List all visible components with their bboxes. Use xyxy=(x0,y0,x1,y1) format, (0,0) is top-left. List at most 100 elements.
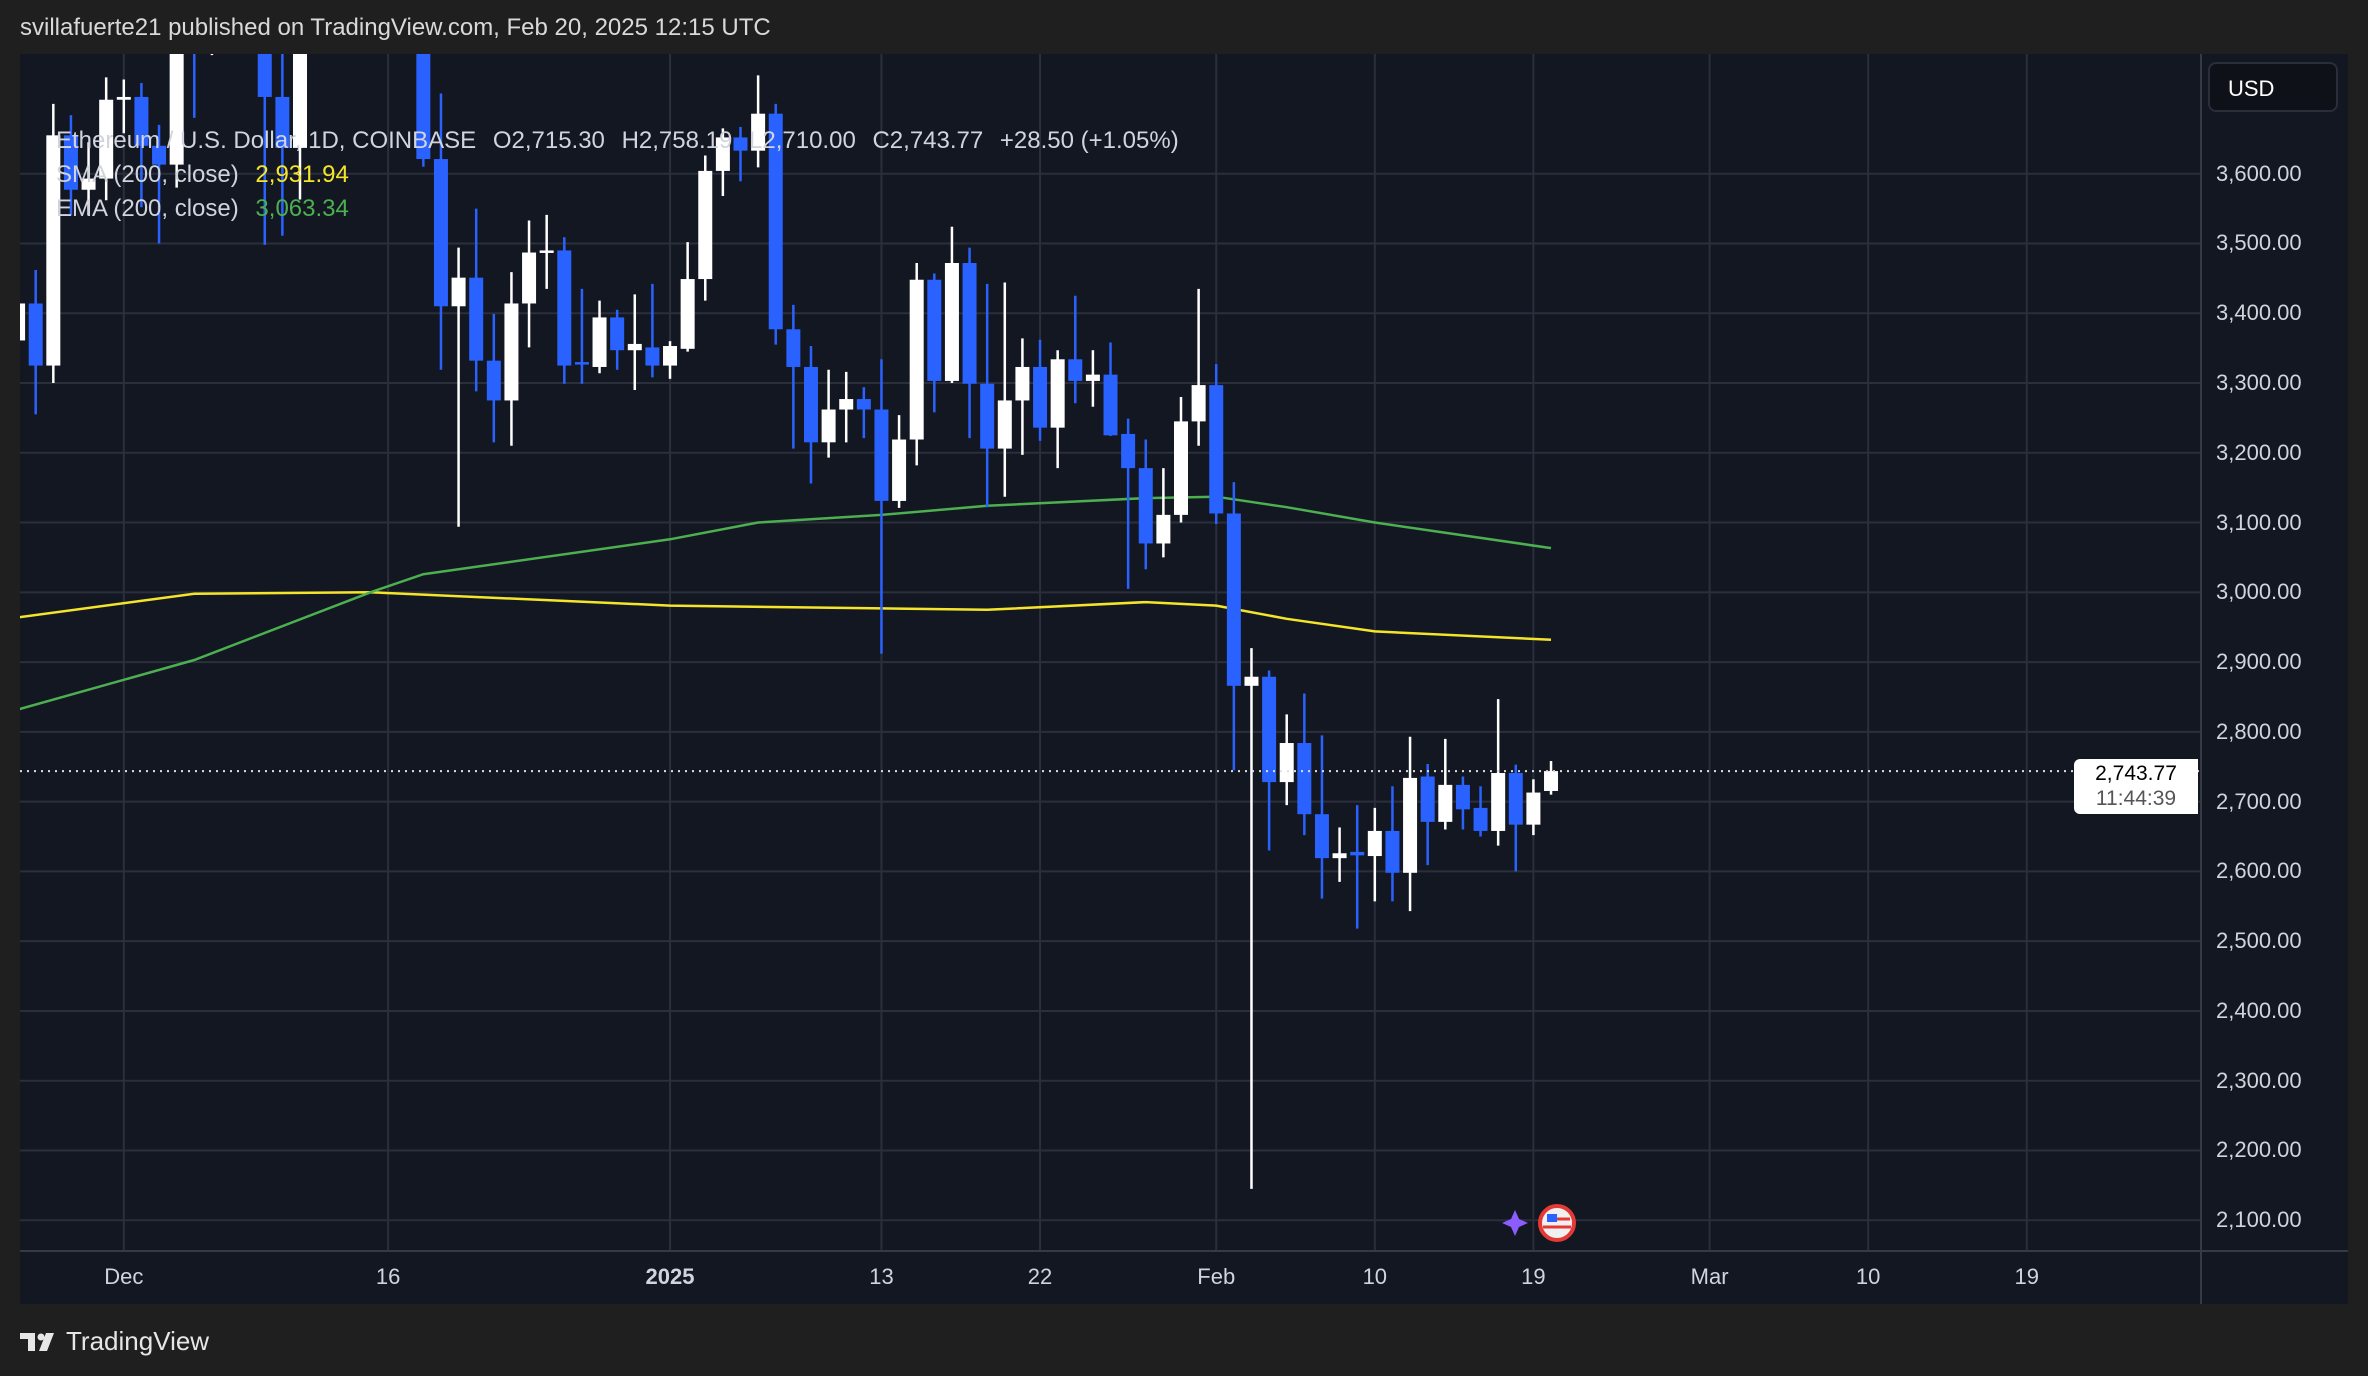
candle-down xyxy=(433,159,448,307)
legend-low: L2,710.00 xyxy=(749,127,856,154)
candle-down xyxy=(1385,830,1400,873)
time-tick-label: 10 xyxy=(1855,1264,1881,1289)
legend-high: H2,758.19 xyxy=(621,127,733,154)
time-tick-label: 2025 xyxy=(645,1264,695,1289)
tradingview-logo[interactable]: TradingView xyxy=(20,1326,209,1357)
candle-up xyxy=(1526,792,1541,825)
ema-line xyxy=(20,495,1552,711)
candle-down xyxy=(768,113,783,330)
price-tick-label: 3,600.00 xyxy=(2216,160,2302,186)
price-tick-label: 3,000.00 xyxy=(2216,579,2302,605)
time-axis[interactable]: Dec 16 2025 13 22 Feb 10 19 Mar 10 19 xyxy=(20,1250,2200,1304)
legend-symbol-row: Ethereum / U.S. Dollar, 1D, COINBASE O2,… xyxy=(56,124,1189,158)
candle-up xyxy=(1332,853,1347,859)
candle-up xyxy=(293,54,307,148)
candle-down xyxy=(803,366,818,443)
published-caption: svillafuerte21 published on TradingView.… xyxy=(20,14,771,41)
candle-up xyxy=(451,277,466,307)
symbol-title[interactable]: Ethereum / U.S. Dollar, 1D, COINBASE xyxy=(56,127,477,154)
candle-down xyxy=(1068,359,1083,381)
candle-up xyxy=(20,303,26,341)
candle-up xyxy=(1050,359,1065,428)
candlestick-chart xyxy=(20,54,2200,1250)
candle-up xyxy=(1244,676,1259,686)
price-tick-label: 2,500.00 xyxy=(2216,928,2302,954)
ai-sparkle-icon xyxy=(1502,1210,1529,1236)
candle-up xyxy=(1156,514,1171,544)
candle-up xyxy=(715,137,730,171)
sma-label: SMA (200, close) xyxy=(56,161,239,188)
candle-down xyxy=(1350,851,1365,856)
candle-down xyxy=(980,383,995,449)
candle-up xyxy=(944,263,959,381)
axis-corner xyxy=(2200,1250,2348,1304)
us-flag-event-icon xyxy=(1538,1204,1577,1242)
price-tick-label: 3,200.00 xyxy=(2216,439,2302,465)
time-tick-label: 16 xyxy=(375,1264,401,1289)
candle-down xyxy=(28,303,43,366)
price-tick-label: 2,700.00 xyxy=(2216,788,2302,814)
candle-up xyxy=(522,252,537,304)
price-tick-label: 2,900.00 xyxy=(2216,649,2302,675)
price-tick-label: 3,300.00 xyxy=(2216,370,2302,395)
candle-up xyxy=(116,96,131,100)
us-flag-canton xyxy=(1547,1214,1558,1222)
candle-down xyxy=(134,96,149,146)
legend: Ethereum / U.S. Dollar, 1D, COINBASE O2,… xyxy=(56,124,1189,226)
candle-up xyxy=(997,400,1012,449)
time-tick-label: Dec xyxy=(104,1264,144,1289)
candle-down xyxy=(645,347,660,366)
candle-down xyxy=(1033,366,1048,428)
candle-down xyxy=(856,399,871,410)
price-tick-label: 2,400.00 xyxy=(2216,997,2302,1023)
candle-down xyxy=(557,250,572,366)
candle-down xyxy=(574,362,589,365)
candle-up xyxy=(1191,385,1206,422)
candle-down xyxy=(275,96,290,148)
candle-down xyxy=(1262,676,1277,783)
tradingview-logo-icon xyxy=(20,1332,54,1351)
candle-down xyxy=(257,54,272,97)
legend-ema-row[interactable]: EMA (200, close) 3,063.34 xyxy=(56,192,1189,226)
candle-down xyxy=(610,317,625,351)
ema-value: 3,063.34 xyxy=(255,195,349,222)
chart-pane[interactable]: Ethereum / U.S. Dollar, 1D, COINBASE O2,… xyxy=(20,54,2200,1250)
candle-up xyxy=(1367,830,1382,857)
candle-down xyxy=(63,135,78,190)
candle-up xyxy=(751,113,766,151)
candle-up xyxy=(1491,773,1506,831)
candle-down xyxy=(786,329,801,367)
time-tick-label: Mar xyxy=(1690,1264,1729,1289)
currency-button[interactable]: USD xyxy=(2208,62,2338,112)
candle-down xyxy=(1138,468,1153,544)
legend-close: C2,743.77 xyxy=(872,127,984,154)
candle-up xyxy=(839,399,854,410)
time-tick-label: 13 xyxy=(869,1264,894,1289)
candle-down xyxy=(733,137,748,151)
candle-down xyxy=(874,409,889,501)
candle-up xyxy=(504,303,519,401)
candle-up xyxy=(46,135,61,366)
candle-down xyxy=(486,360,501,401)
legend-sma-row[interactable]: SMA (200, close) 2,931.94 xyxy=(56,158,1189,192)
sma-value: 2,931.94 xyxy=(255,161,349,188)
legend-change: +28.50 (+1.05%) xyxy=(999,127,1179,154)
candle-down xyxy=(1508,773,1523,825)
candle-down xyxy=(1297,743,1312,815)
candle-up xyxy=(663,346,678,366)
candle-down xyxy=(1121,433,1136,469)
candle-down xyxy=(1455,784,1470,810)
price-axis[interactable]: 3,600.00 3,500.00 3,400.00 3,300.00 3,200.00… xyxy=(2200,54,2348,1250)
candle-up xyxy=(892,439,907,501)
candle-up xyxy=(698,170,713,280)
candle-down xyxy=(1473,807,1488,831)
candle-up xyxy=(627,343,642,351)
candle-up xyxy=(1544,771,1559,791)
candle-up xyxy=(1174,421,1188,515)
price-tick-label: 3,400.00 xyxy=(2216,300,2302,326)
candle-down xyxy=(469,277,484,361)
time-tick-label: 10 xyxy=(1362,1264,1388,1289)
candle-up xyxy=(1438,784,1453,822)
candle-down xyxy=(1103,374,1118,436)
candle-up xyxy=(99,99,114,179)
